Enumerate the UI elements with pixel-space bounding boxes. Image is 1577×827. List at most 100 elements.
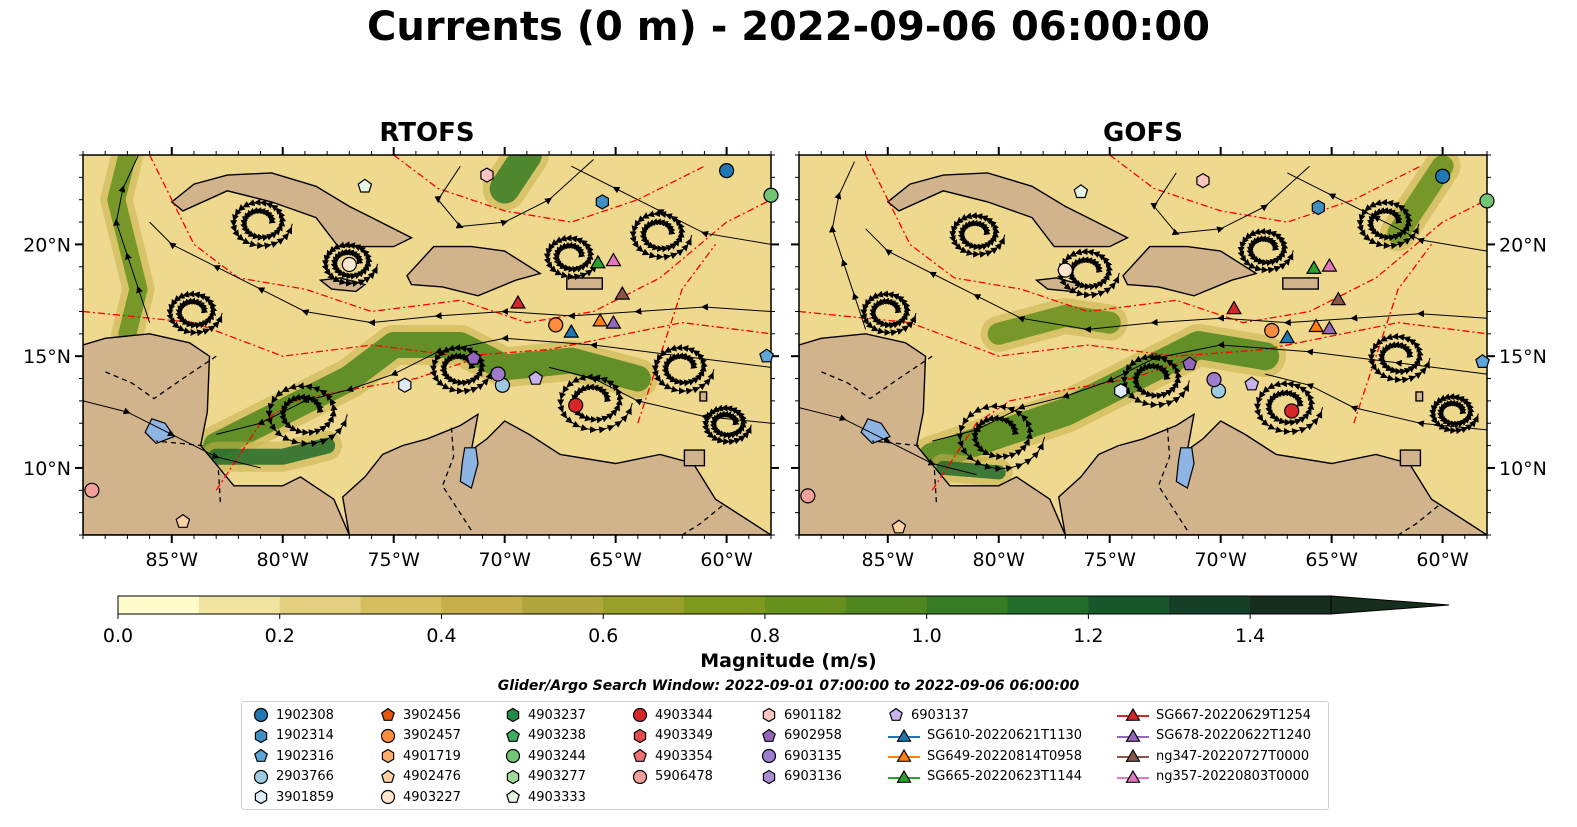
legend-marker-triangle — [888, 748, 920, 762]
legend-label: SG665-20220623T1144 — [927, 769, 1083, 784]
map-marker-SG667-20220629T1254 — [1226, 300, 1242, 315]
legend-marker — [254, 728, 268, 743]
legend-marker-hexagon — [254, 789, 268, 805]
legend-marker — [632, 769, 648, 784]
legend-label: 3902456 — [403, 707, 461, 723]
legend-label: 6903136 — [784, 769, 842, 784]
legend-marker-hexagon — [762, 769, 776, 784]
legend-marker-circle — [761, 748, 777, 764]
legend-marker-circle — [380, 789, 396, 805]
legend-item: SG649-20220814T0958 — [887, 746, 1082, 766]
legend-marker — [253, 769, 269, 784]
legend-marker-hexagon — [506, 769, 520, 784]
map-marker-3901859 — [1114, 383, 1128, 399]
legend-marker — [889, 707, 903, 721]
legend-marker-pentagon — [381, 769, 395, 783]
map-marker-5906478 — [84, 482, 100, 498]
legend-marker-pentagon — [633, 748, 647, 762]
streamline — [434, 159, 594, 229]
streamline — [799, 407, 977, 476]
streamline — [1150, 165, 1310, 236]
colorbar-segment — [1169, 596, 1251, 614]
legend-item: 2903766 — [252, 767, 334, 787]
legend-marker — [633, 728, 647, 743]
legend-label: 1902308 — [276, 707, 334, 723]
map-marker-4903227 — [341, 256, 357, 273]
eddy-streamline — [1356, 198, 1420, 250]
eddy-streamline — [629, 210, 693, 261]
legend-marker — [506, 707, 520, 723]
map-marker-SG649-20220814T0958 — [592, 312, 609, 327]
legend-label: SG649-20220814T0958 — [927, 748, 1083, 764]
legend-marker — [381, 707, 395, 721]
legend-label: 6901182 — [784, 707, 842, 723]
legend-item: ng347-20220727T0000 — [1116, 746, 1309, 766]
lon-tick-label: 65°W — [589, 549, 642, 571]
country-border — [104, 355, 217, 400]
legend-marker — [1125, 748, 1141, 762]
colorbar-label: Magnitude (m/s) — [700, 650, 877, 672]
legend-marker — [380, 789, 396, 805]
legend-marker-hexagon — [254, 728, 268, 743]
legend-marker — [1125, 728, 1141, 742]
legend-item: 4903227 — [379, 787, 461, 807]
map-marker-1902316 — [759, 348, 774, 363]
lon-tick-label: 80°W — [257, 549, 310, 571]
colorbar-segment — [1088, 596, 1170, 614]
legend-marker-triangle — [1117, 769, 1149, 783]
country-border — [1397, 505, 1439, 535]
eddy-streamline — [949, 212, 1006, 258]
legend-label: ng347-20220727T0000 — [1156, 748, 1310, 764]
lon-tick-label: 65°W — [1305, 549, 1358, 571]
legend-marker-triangle — [888, 769, 920, 783]
legend-label: ng357-20220803T0000 — [1156, 769, 1310, 784]
eddy-streamline — [1429, 393, 1479, 435]
map-marker-1902308 — [719, 163, 735, 179]
colorbar-segment — [522, 596, 604, 614]
streamline — [149, 221, 771, 327]
legend-marker-triangle — [1117, 748, 1149, 762]
map-marker-5906478 — [800, 488, 816, 504]
map-frame — [798, 154, 1488, 536]
map-marker-SG665-20220623T1144 — [1305, 260, 1322, 274]
legend-marker — [253, 707, 269, 723]
eddy-streamline — [429, 344, 493, 395]
colorbar-segment — [118, 596, 200, 614]
map-marker-4903227 — [1057, 262, 1073, 278]
colorbar-frame — [117, 595, 1332, 615]
map-marker-SG678-20220622T1240 — [1321, 320, 1338, 335]
legend-label: 4903244 — [528, 748, 586, 764]
legend-item: 4903354 — [631, 746, 713, 766]
map-marker-4903244 — [1479, 193, 1495, 209]
lat-tick-label: 20°N — [23, 234, 71, 256]
land-lesser1 — [1415, 391, 1424, 402]
eddy-streamline — [1120, 353, 1190, 409]
colorbar-segment — [603, 596, 685, 614]
colorbar-tick-label: 1.2 — [1073, 625, 1103, 647]
legend-item: 1902316 — [252, 746, 334, 766]
legend-label: 4902476 — [403, 769, 461, 784]
land-lesser1 — [699, 391, 708, 402]
streamline — [83, 400, 261, 469]
map-marker-6902958 — [1182, 356, 1198, 371]
map-marker-1902314 — [1311, 199, 1326, 216]
legend-marker — [762, 769, 776, 784]
legend-marker — [505, 748, 521, 764]
legend-label: 3902457 — [403, 728, 461, 743]
legend-item: 4903238 — [504, 726, 586, 746]
rtofs-panel-title: RTOFS — [379, 118, 475, 148]
legend-item: 3902456 — [379, 705, 461, 725]
map-marker-SG610-20220621T1130 — [563, 323, 580, 338]
legend-label: 4903277 — [528, 769, 586, 784]
legend-marker — [1125, 769, 1141, 783]
map-marker-SG649-20220814T0958 — [1308, 318, 1325, 333]
legend-marker — [254, 748, 268, 762]
legend-label: 5906478 — [655, 769, 713, 784]
legend-item: 4901719 — [379, 746, 461, 766]
legend-label: 4901719 — [403, 748, 461, 764]
map-marker-SG678-20220622T1240 — [605, 314, 622, 329]
map-marker-SG667-20220629T1254 — [510, 294, 526, 309]
eddy-streamline — [956, 402, 1046, 473]
legend-label: SG610-20220621T1130 — [927, 728, 1083, 743]
legend-item: 3901859 — [252, 787, 334, 807]
